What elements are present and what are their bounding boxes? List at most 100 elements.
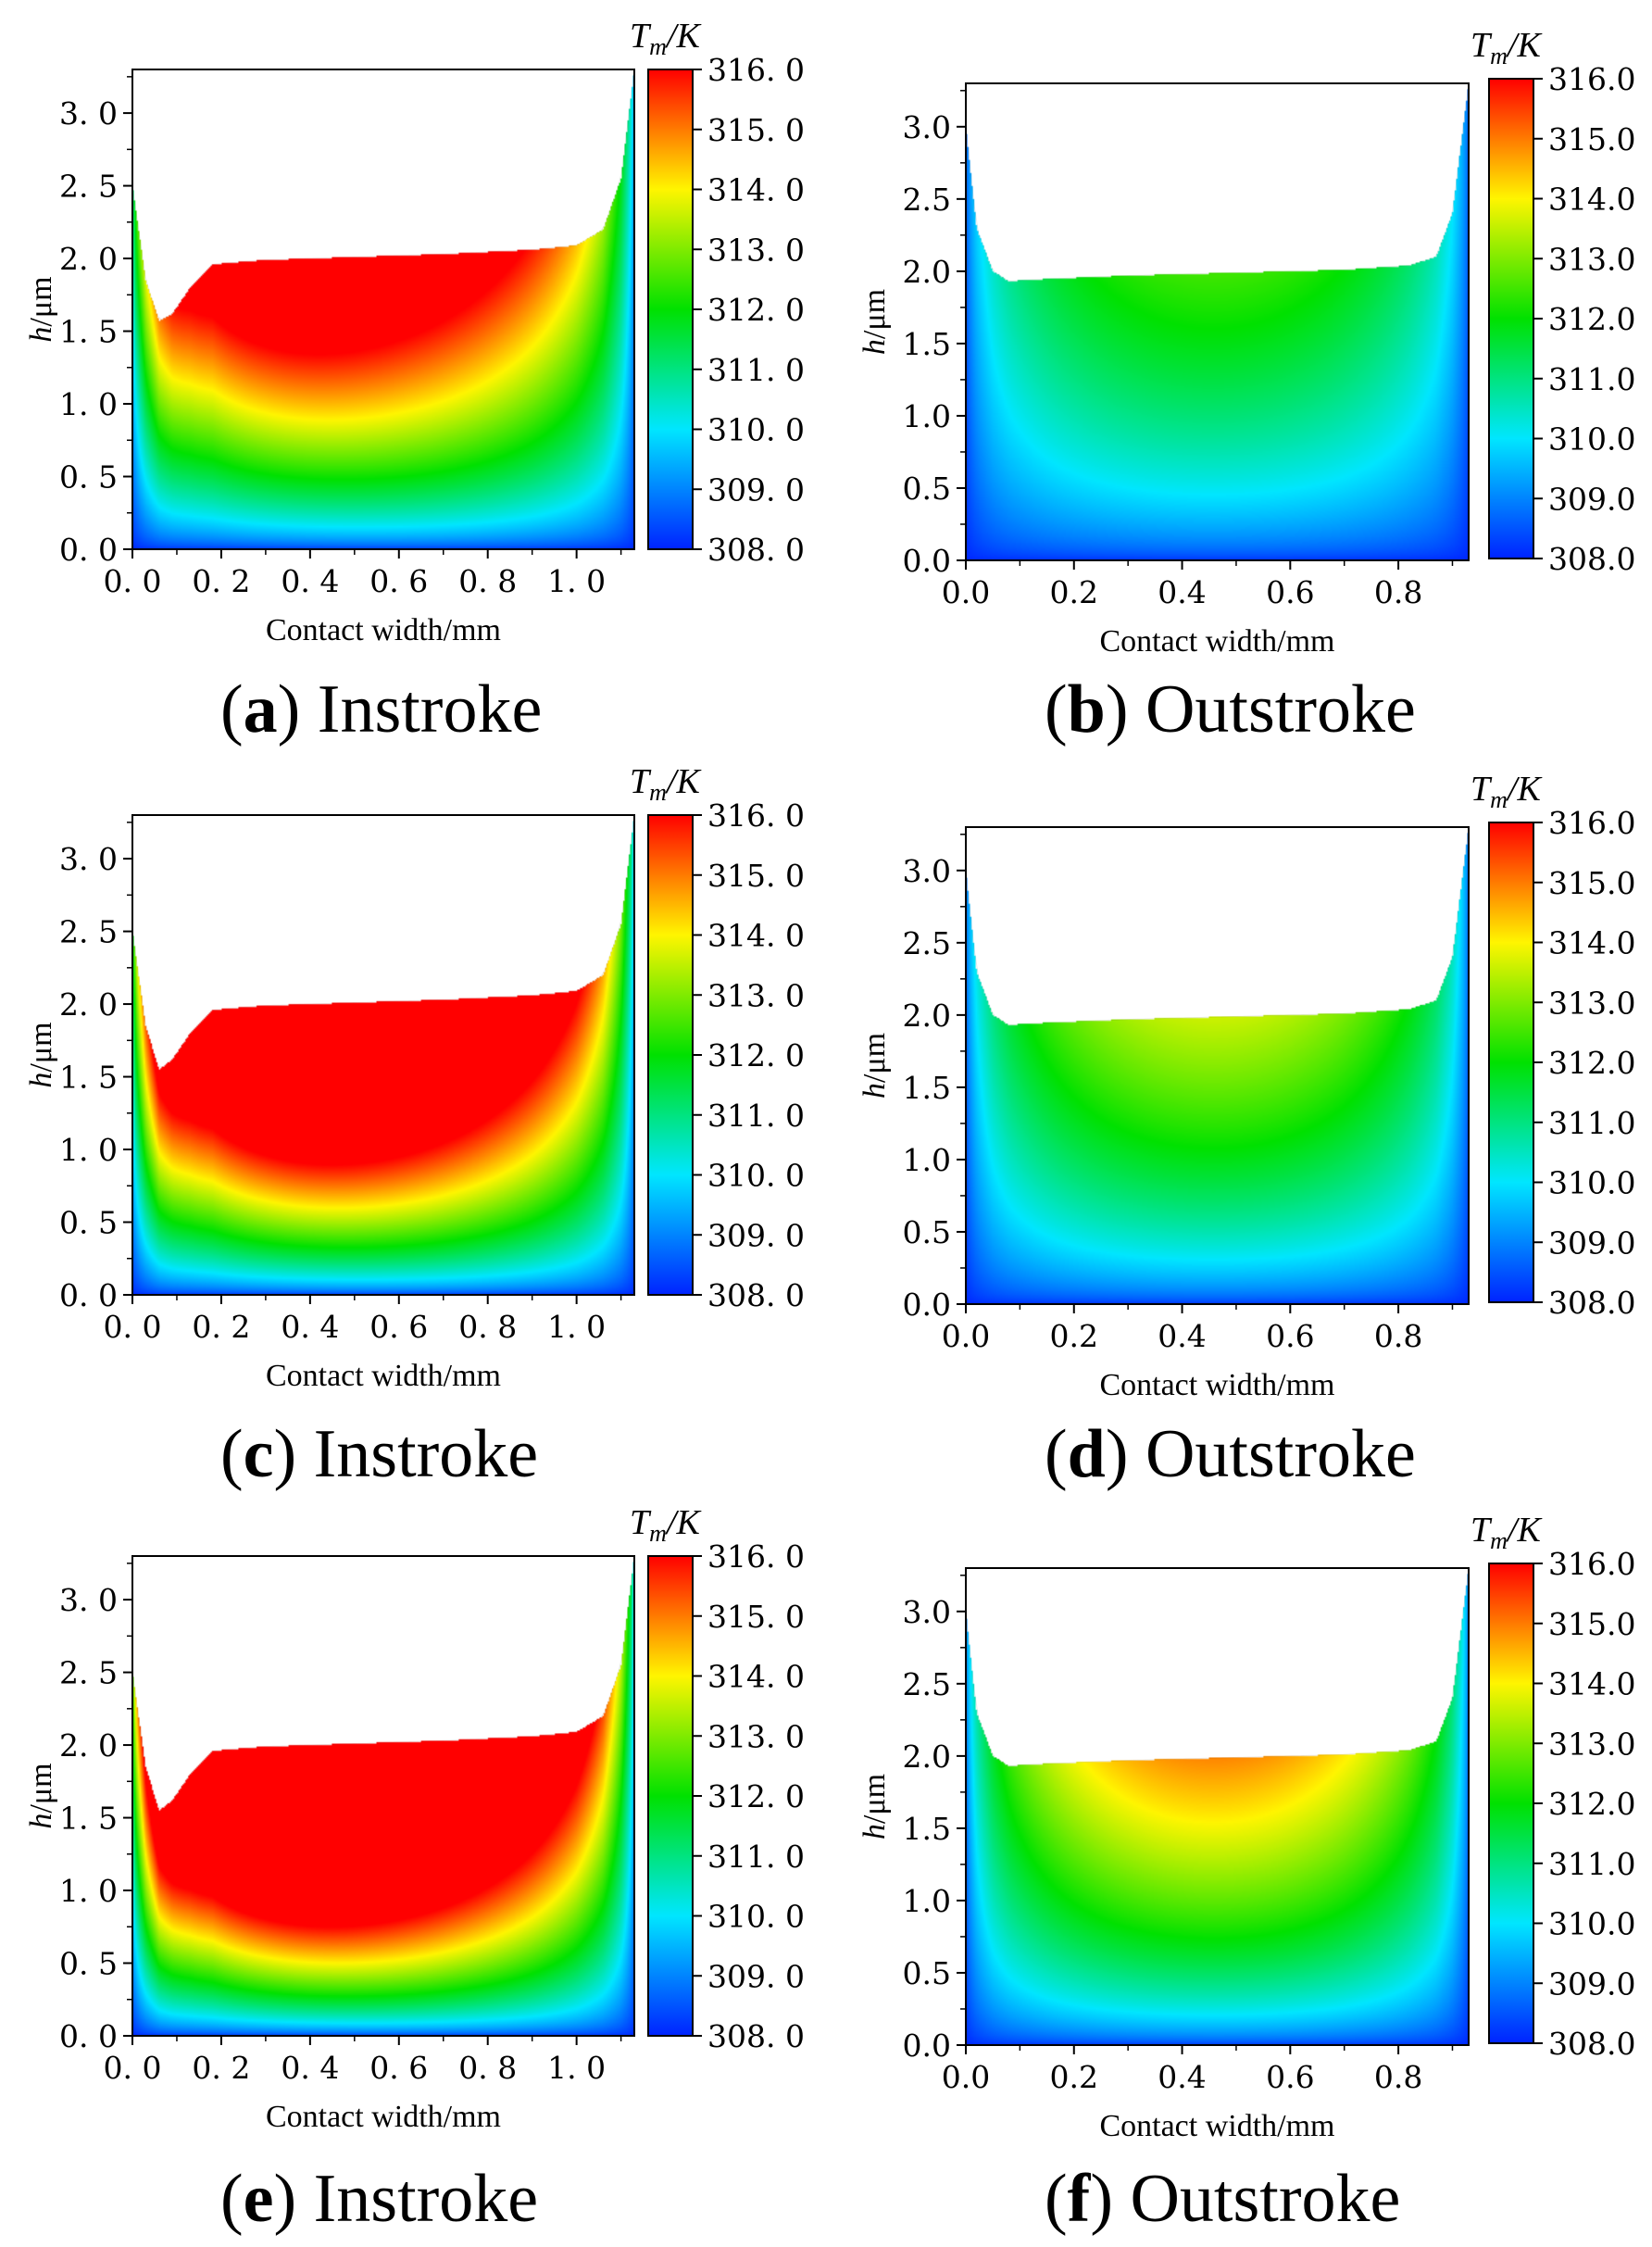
y-tick-label: 1.5 xyxy=(903,326,951,362)
y-axis-label: h/μm xyxy=(857,1774,892,1839)
x-tick-label: 0.6 xyxy=(1266,2059,1314,2095)
x-tick-label: 0.2 xyxy=(1050,1318,1098,1354)
colorbar-tick-label: 316. 0 xyxy=(707,52,805,88)
x-tick-label: 0.6 xyxy=(1266,574,1314,610)
x-tick-label: 0. 0 xyxy=(104,2050,162,2086)
y-axis-label: h/μm xyxy=(24,1763,58,1828)
colorbar-tick-label: 311.0 xyxy=(1548,1846,1635,1882)
plot-frame xyxy=(131,69,635,550)
colorbar-tick-label: 310.0 xyxy=(1548,1165,1635,1201)
y-tick-label: 1. 5 xyxy=(59,1060,118,1096)
panel-e: 0. 0 0. 2 0. 4 0. 6 0. 8 1. 0 0. 0 0. 5 1. 0 1. 5… xyxy=(24,1503,805,2237)
x-tick-label: 0. 6 xyxy=(369,2050,428,2086)
colorbar-tick-label: 313.0 xyxy=(1548,985,1635,1021)
colorbar-tick-label: 310.0 xyxy=(1548,421,1635,458)
x-tick-label: 0. 0 xyxy=(104,563,162,599)
colorbar-title: Tm/K xyxy=(630,1503,701,1547)
y-tick-label: 0.0 xyxy=(903,543,951,579)
y-tick-label: 1.0 xyxy=(903,1883,951,1919)
y-axis-label: h/μm xyxy=(24,276,58,342)
x-tick-label: 0.2 xyxy=(1050,574,1098,610)
y-tick-label: 0.5 xyxy=(903,471,951,507)
colorbar-tick-label: 313.0 xyxy=(1548,241,1635,277)
colorbar-tick-label: 313. 0 xyxy=(707,1718,805,1754)
x-tick-label: 0.2 xyxy=(1050,2059,1098,2095)
colorbar xyxy=(1488,1563,1534,2044)
x-tick-label: 0.8 xyxy=(1374,2059,1422,2095)
colorbar-tick-label: 314.0 xyxy=(1548,182,1635,218)
x-axis-label: Contact width/mm xyxy=(1099,624,1334,659)
colorbar-tick-label: 312. 0 xyxy=(707,1778,805,1814)
x-tick-label: 1. 0 xyxy=(547,1309,606,1345)
colorbar-tick-label: 308.0 xyxy=(1548,2026,1635,2062)
colorbar-tick-label: 312. 0 xyxy=(707,292,805,328)
y-tick-label: 2.5 xyxy=(903,182,951,218)
colorbar-tick-label: 309. 0 xyxy=(707,1958,805,1994)
colorbar-tick-label: 312.0 xyxy=(1548,1045,1635,1081)
colorbar xyxy=(1488,78,1534,559)
y-tick-label: 3. 0 xyxy=(59,95,118,132)
colorbar-tick-label: 315. 0 xyxy=(707,1599,805,1635)
y-tick-label: 2. 0 xyxy=(59,241,118,277)
y-tick-label: 3. 0 xyxy=(59,1582,118,1618)
colorbar-tick-label: 315.0 xyxy=(1548,1606,1635,1642)
y-tick-label: 2.0 xyxy=(903,998,951,1034)
colorbar-tick-label: 311.0 xyxy=(1548,361,1635,397)
panel-caption: (a) Instroke xyxy=(220,672,542,747)
plot-frame xyxy=(965,826,1470,1305)
y-tick-label: 0. 5 xyxy=(59,459,118,496)
colorbar-tick-label: 311.0 xyxy=(1548,1105,1635,1141)
colorbar-title: Tm/K xyxy=(1471,770,1542,813)
y-tick-label: 1.5 xyxy=(903,1811,951,1847)
x-tick-label: 0. 6 xyxy=(369,1309,428,1345)
x-tick-label: 0. 2 xyxy=(192,1309,250,1345)
film-profile-line xyxy=(965,82,1470,282)
colorbar xyxy=(1488,822,1534,1303)
x-tick-label: 0.0 xyxy=(942,2059,990,2095)
y-tick-label: 2. 5 xyxy=(59,1655,118,1691)
x-tick-label: 0.8 xyxy=(1374,1318,1422,1354)
y-tick-label: 1. 5 xyxy=(59,314,118,350)
colorbar-tick-label: 313.0 xyxy=(1548,1726,1635,1762)
x-axis-label: Contact width/mm xyxy=(1099,2109,1334,2143)
colorbar-tick-label: 313. 0 xyxy=(707,232,805,268)
heatmap-field xyxy=(132,69,634,549)
colorbar-tick-label: 314. 0 xyxy=(707,172,805,208)
x-tick-label: 0. 8 xyxy=(458,1309,517,1345)
y-axis-label: h/μm xyxy=(857,289,892,355)
colorbar-tick-label: 310. 0 xyxy=(707,1158,805,1194)
y-tick-label: 2. 0 xyxy=(59,1727,118,1764)
panel-caption: (b) Outstroke xyxy=(1045,672,1416,747)
panel-c: 0. 0 0. 2 0. 4 0. 6 0. 8 1. 0 0. 0 0. 5 1. 0 1. 5… xyxy=(24,762,805,1492)
film-profile-line xyxy=(965,826,1470,1026)
colorbar-tick-label: 316. 0 xyxy=(707,1538,805,1575)
colorbar-tick-label: 308. 0 xyxy=(707,2018,805,2054)
x-tick-label: 0. 8 xyxy=(458,2050,517,2086)
colorbar-tick-label: 315. 0 xyxy=(707,112,805,148)
colorbar-tick-label: 310. 0 xyxy=(707,412,805,448)
x-axis-label: Contact width/mm xyxy=(1099,1368,1334,1402)
y-tick-label: 1.5 xyxy=(903,1070,951,1106)
colorbar-tick-label: 309.0 xyxy=(1548,1965,1635,2002)
y-tick-label: 0.5 xyxy=(903,1955,951,1991)
panel-caption: (f) Outstroke xyxy=(1045,2161,1400,2237)
colorbar-tick-label: 308.0 xyxy=(1548,1285,1635,1321)
colorbar xyxy=(647,814,694,1296)
colorbar-tick-label: 314.0 xyxy=(1548,925,1635,961)
panel-f: 0.0 0.2 0.4 0.6 0.8 0.0 0.5 1.0 1.5 2.0 2.5 3.0 Cont… xyxy=(857,1511,1635,2237)
y-tick-label: 0. 0 xyxy=(59,2018,118,2054)
colorbar-tick-label: 316. 0 xyxy=(707,797,805,834)
y-tick-label: 3.0 xyxy=(903,853,951,889)
y-tick-label: 2.0 xyxy=(903,254,951,290)
x-tick-label: 0.0 xyxy=(942,574,990,610)
y-axis-label: h/μm xyxy=(857,1033,892,1098)
colorbar-tick-label: 315. 0 xyxy=(707,858,805,894)
x-axis-label: Contact width/mm xyxy=(266,613,501,647)
x-tick-label: 0.4 xyxy=(1158,574,1206,610)
x-tick-label: 0. 6 xyxy=(369,563,428,599)
x-tick-label: 0.4 xyxy=(1158,1318,1206,1354)
y-tick-label: 3.0 xyxy=(903,109,951,145)
y-tick-label: 3. 0 xyxy=(59,841,118,877)
x-tick-label: 0. 2 xyxy=(192,2050,250,2086)
